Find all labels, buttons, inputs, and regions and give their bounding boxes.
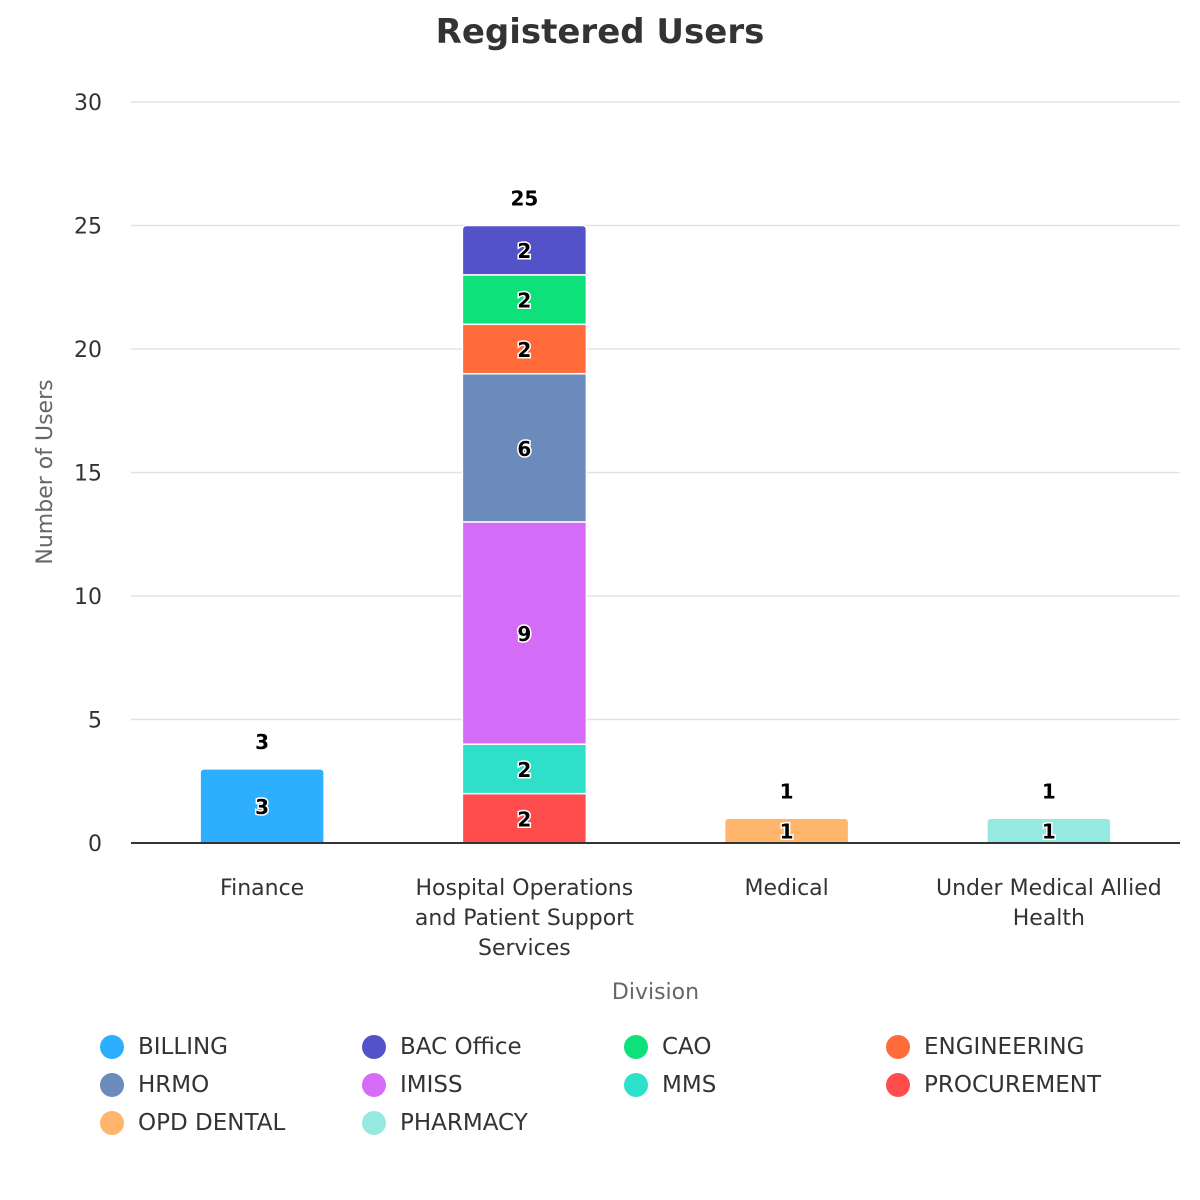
bar-total-label: 25	[510, 187, 538, 211]
legend-label: PHARMACY	[400, 1110, 528, 1136]
legend-label: ENGINEERING	[924, 1034, 1085, 1060]
legend-swatch	[886, 1073, 910, 1097]
y-tick-label: 0	[88, 832, 102, 857]
bar-total-label: 3	[255, 730, 269, 754]
x-tick-label: Medical	[744, 876, 828, 901]
bar-total-label: 1	[780, 779, 794, 803]
legend-label: CAO	[662, 1034, 712, 1060]
legend-swatch	[100, 1073, 124, 1097]
legend-item[interactable]: OPD DENTAL	[100, 1107, 285, 1139]
bar-segment	[461, 521, 588, 745]
legend-label: BAC Office	[400, 1034, 522, 1060]
bar-segment	[461, 224, 588, 276]
bar-segment	[461, 792, 588, 844]
x-tick-label: and Patient Support	[415, 906, 634, 931]
legend-swatch	[100, 1111, 124, 1135]
y-tick-label: 10	[74, 585, 102, 610]
legend-label: MMS	[662, 1072, 717, 1098]
x-tick-label: Health	[1013, 906, 1085, 931]
legend-swatch	[362, 1073, 386, 1097]
legend-item[interactable]: MMS	[624, 1069, 716, 1101]
bar-segment-label: 9	[517, 622, 531, 646]
bar-segment-label: 2	[517, 289, 531, 313]
bar-segment-label: 1	[780, 820, 794, 844]
grid-lines	[131, 101, 1180, 721]
legend-item[interactable]: HRMO	[100, 1069, 209, 1101]
bar-segment	[461, 323, 588, 375]
legend-label: PROCUREMENT	[924, 1072, 1101, 1098]
x-tick-label: Under Medical Allied	[936, 876, 1162, 901]
y-tick-label: 15	[74, 462, 102, 487]
legend-swatch	[362, 1111, 386, 1135]
legend-item[interactable]: BILLING	[100, 1031, 228, 1063]
y-tick-label: 30	[74, 91, 102, 116]
bar-segment-label: 2	[517, 239, 531, 263]
bar-segment	[461, 274, 588, 326]
bar-segment	[461, 372, 588, 523]
bar-segment-label: 3	[255, 795, 269, 819]
chart-title: Registered Users	[435, 12, 765, 52]
chart-plot: 0 5 10 15 20 25 30 3 3 2 2 9 6 2 2 2 25 1 1 1 1 Finance Hosp…	[33, 91, 1180, 1005]
bar-segment	[986, 817, 1112, 844]
y-tick-label: 20	[74, 338, 102, 363]
bar-total-label: 1	[1042, 779, 1056, 803]
x-tick-label: Services	[478, 936, 571, 961]
legend-item[interactable]: IMISS	[362, 1069, 463, 1101]
legend-swatch	[362, 1035, 386, 1059]
legend-item[interactable]: BAC Office	[362, 1031, 522, 1063]
x-tick-label: Finance	[220, 876, 304, 901]
bar-segment	[461, 743, 588, 795]
y-axis-title: Number of Users	[33, 379, 58, 564]
y-tick-labels: 0 5 10 15 20 25 30	[74, 91, 102, 857]
y-tick-label: 5	[88, 709, 102, 734]
legend-item[interactable]: PROCUREMENT	[886, 1069, 1101, 1101]
x-tick-labels: Finance Hospital Operations and Patient Su…	[220, 876, 1162, 961]
x-axis-title: Division	[612, 980, 699, 1005]
legend-swatch	[886, 1035, 910, 1059]
bar-segment	[723, 817, 850, 844]
bar-segment-label: 1	[1042, 820, 1056, 844]
legend-swatch	[624, 1073, 648, 1097]
legend-label: OPD DENTAL	[138, 1110, 286, 1136]
legend-label: HRMO	[138, 1072, 210, 1098]
legend-swatch	[624, 1035, 648, 1059]
legend-label: BILLING	[138, 1034, 229, 1060]
legend-item[interactable]: CAO	[624, 1031, 712, 1063]
bar-segment	[199, 768, 325, 844]
bar-segment-label: 2	[517, 807, 531, 831]
bar-segment-label: 2	[517, 758, 531, 782]
bar-segment-label: 2	[517, 338, 531, 362]
legend-item[interactable]: ENGINEERING	[886, 1031, 1084, 1063]
legend-item[interactable]: PHARMACY	[362, 1107, 528, 1139]
y-tick-label: 25	[74, 215, 102, 240]
bar-segment-label: 6	[517, 437, 531, 461]
x-tick-label: Hospital Operations	[416, 876, 634, 901]
legend-swatch	[100, 1035, 124, 1059]
bars: 3 3 2 2 9 6 2 2 2 25 1 1 1 1	[199, 187, 1112, 845]
legend-label: IMISS	[400, 1072, 463, 1098]
